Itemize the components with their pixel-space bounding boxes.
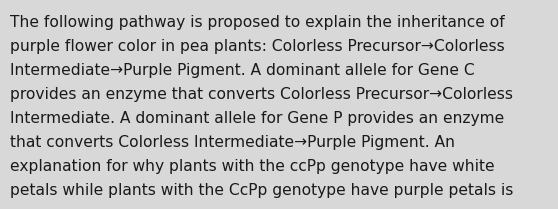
Text: The following pathway is proposed to explain the inheritance of: The following pathway is proposed to exp… (10, 15, 505, 30)
Text: Intermediate. A dominant allele for Gene P provides an enzyme: Intermediate. A dominant allele for Gene… (10, 111, 504, 126)
Text: provides an enzyme that converts Colorless Precursor→Colorless: provides an enzyme that converts Colorle… (10, 87, 513, 102)
Text: Intermediate→Purple Pigment. A dominant allele for Gene C: Intermediate→Purple Pigment. A dominant … (10, 63, 475, 78)
Text: purple flower color in pea plants: Colorless Precursor→Colorless: purple flower color in pea plants: Color… (10, 39, 505, 54)
Text: petals while plants with the CcPp genotype have purple petals is: petals while plants with the CcPp genoty… (10, 183, 513, 198)
Text: explanation for why plants with the ccPp genotype have white: explanation for why plants with the ccPp… (10, 159, 495, 174)
Text: that converts Colorless Intermediate→Purple Pigment. An: that converts Colorless Intermediate→Pur… (10, 135, 455, 150)
